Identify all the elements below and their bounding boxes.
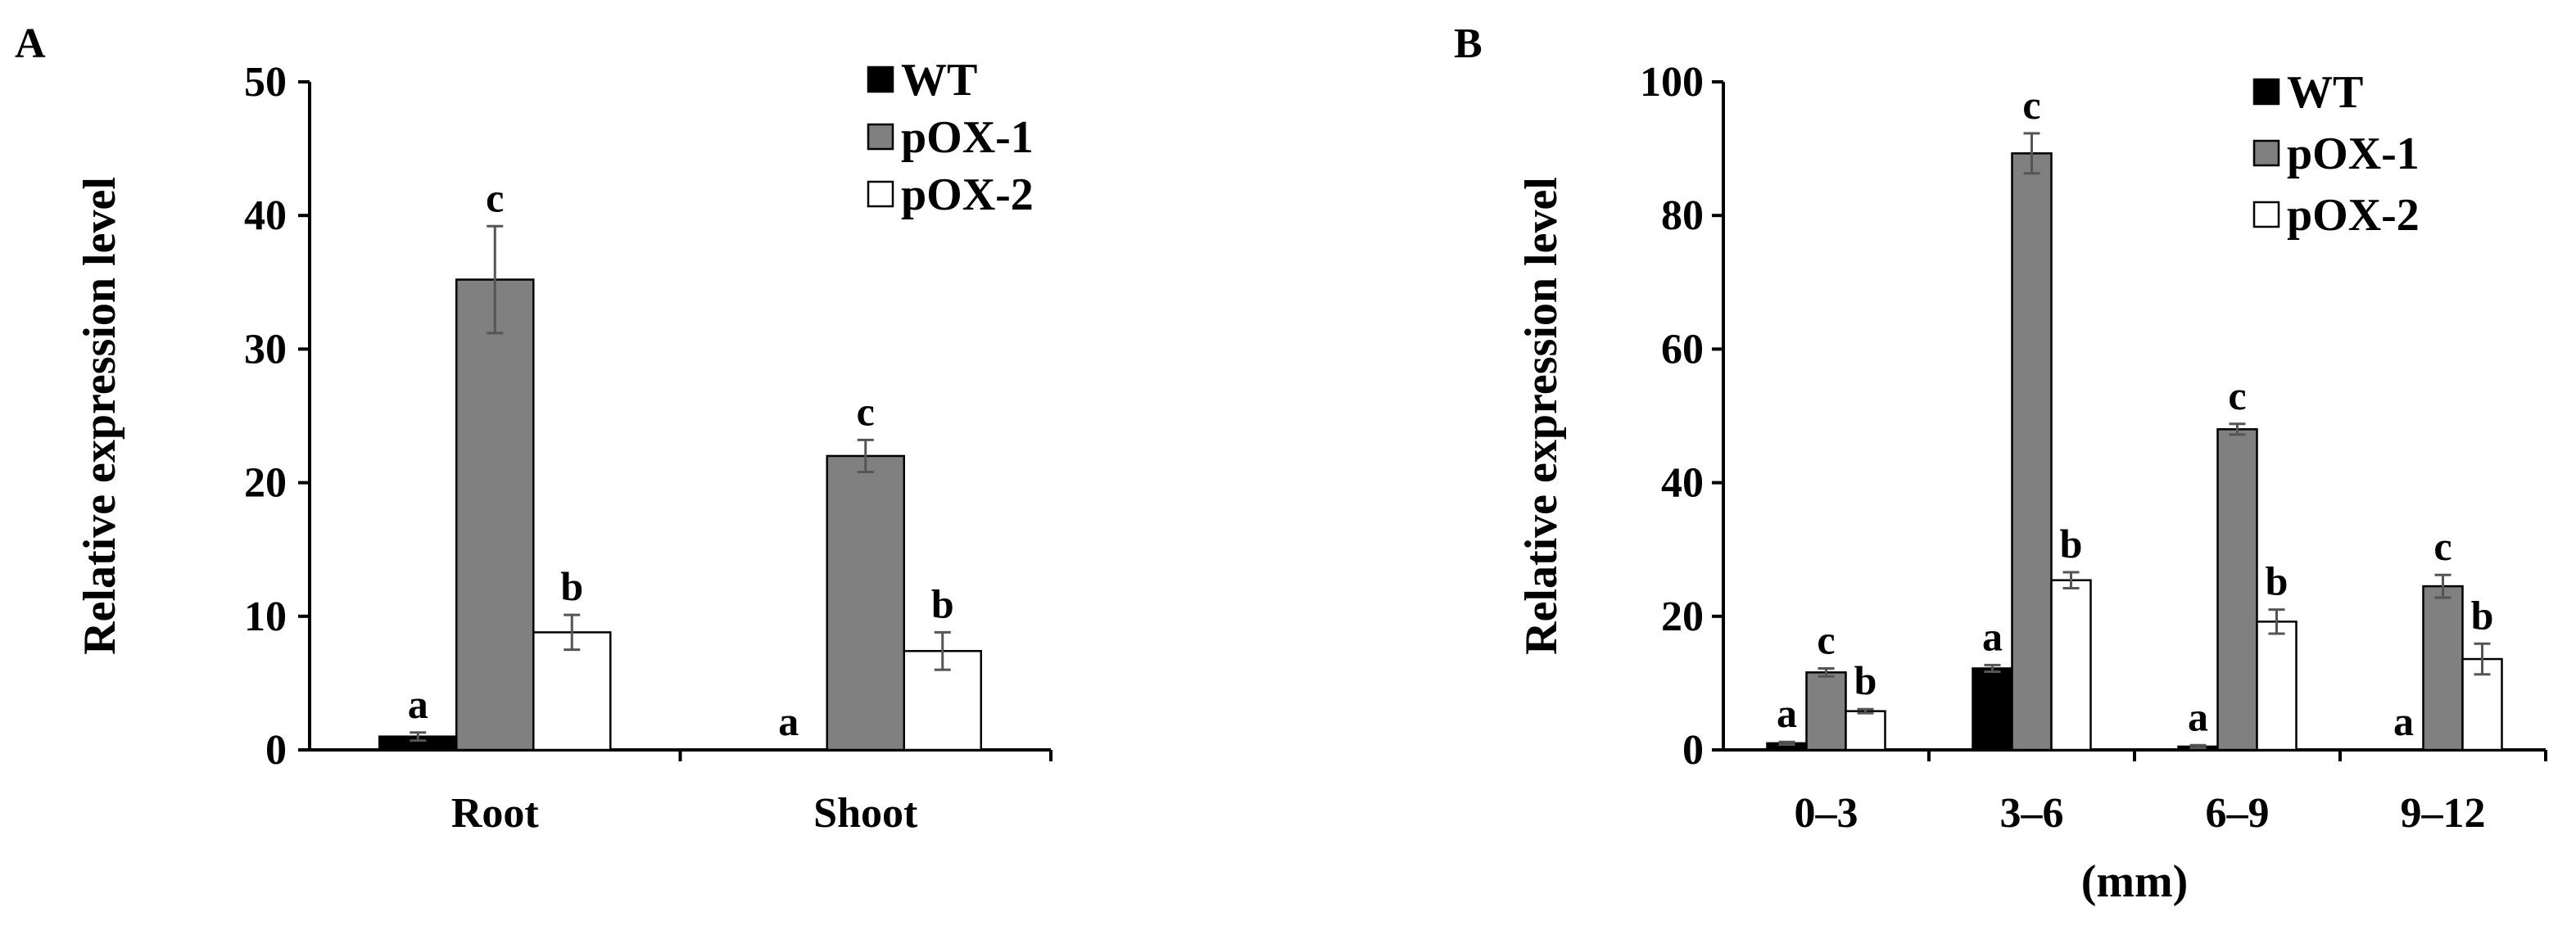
- chart-panel-a: A 0 10 20 30 40 50 Relative expression level Roo…: [15, 20, 1053, 837]
- x-category-label: Root: [451, 790, 540, 837]
- bar-pox-2: [1845, 710, 1886, 752]
- legend-label: WT: [2287, 67, 2363, 118]
- legend-swatch-pox-1: [2252, 139, 2280, 167]
- x-category-label: 0–3: [1795, 790, 1858, 837]
- bar-pox-2: [2050, 579, 2092, 752]
- bar-pox-1: [1805, 671, 1847, 752]
- y-tick-label: 0: [1682, 727, 1704, 774]
- legend-label: WT: [901, 55, 977, 106]
- significance-letter: c: [2433, 523, 2452, 569]
- bar-pox-2: [2256, 621, 2298, 752]
- significance-letter: c: [857, 388, 875, 434]
- significance-letter: b: [2060, 521, 2083, 567]
- significance-letter: c: [2228, 372, 2246, 418]
- significance-letter: c: [2022, 82, 2040, 128]
- bar-pox-1: [826, 454, 905, 752]
- bar-wt: [1972, 667, 2013, 752]
- significance-letter: b: [2266, 558, 2289, 604]
- y-tick-label: 100: [1640, 59, 1704, 106]
- legend-label: pOX-1: [901, 112, 1034, 163]
- panel-label: A: [15, 20, 46, 67]
- legend-label: pOX-1: [2287, 129, 2420, 179]
- y-tick-label: 0: [265, 727, 287, 774]
- bar-pox-1: [2422, 585, 2464, 752]
- y-axis-title: Relative expression level: [75, 177, 125, 655]
- y-tick-label: 20: [244, 460, 287, 507]
- significance-letter: c: [1817, 616, 1835, 662]
- legend-swatch-pox-2: [2252, 201, 2280, 228]
- significance-letter: a: [2393, 698, 2414, 744]
- significance-letter: a: [1982, 613, 2003, 659]
- x-category-label: 9–12: [2401, 790, 2486, 837]
- legend-swatch-wt: [867, 65, 894, 93]
- chart-panel-b: B 0 20 40 60 80 100 Relative expression level 0–…: [1454, 20, 2547, 907]
- y-tick-label: 40: [1661, 460, 1704, 507]
- significance-letter: a: [1777, 690, 1797, 736]
- significance-letter: b: [2471, 592, 2494, 638]
- bar-pox-1: [455, 278, 535, 752]
- y-axis-title: Relative expression level: [1516, 177, 1567, 655]
- legend-label: pOX-2: [2287, 190, 2420, 241]
- significance-letter: a: [2188, 693, 2208, 739]
- y-tick-label: 30: [244, 326, 287, 372]
- legend-swatch-pox-1: [867, 123, 894, 151]
- x-category-label: Shoot: [813, 790, 918, 837]
- significance-letter: b: [1854, 657, 1877, 703]
- y-tick-label: 20: [1661, 594, 1704, 640]
- significance-letter: b: [560, 563, 583, 609]
- bar-pox-1: [2011, 152, 2053, 752]
- legend-swatch-pox-2: [867, 180, 894, 208]
- legend-label: pOX-2: [901, 169, 1034, 220]
- x-category-label: 6–9: [2206, 790, 2270, 837]
- bar-pox-1: [2216, 428, 2258, 752]
- legend-swatch-wt: [2252, 78, 2280, 106]
- y-tick-label: 80: [1661, 192, 1704, 239]
- y-tick-label: 60: [1661, 326, 1704, 372]
- significance-letter: a: [408, 681, 428, 727]
- significance-letter: b: [931, 580, 954, 626]
- y-tick-label: 50: [244, 59, 287, 106]
- y-tick-label: 40: [244, 192, 287, 239]
- x-axis-title: (mm): [2081, 856, 2189, 907]
- x-category-label: 3–6: [2000, 790, 2064, 837]
- significance-letter: a: [778, 698, 799, 744]
- y-tick-label: 10: [244, 594, 287, 640]
- significance-letter: c: [486, 174, 504, 220]
- panel-label: B: [1454, 20, 1483, 67]
